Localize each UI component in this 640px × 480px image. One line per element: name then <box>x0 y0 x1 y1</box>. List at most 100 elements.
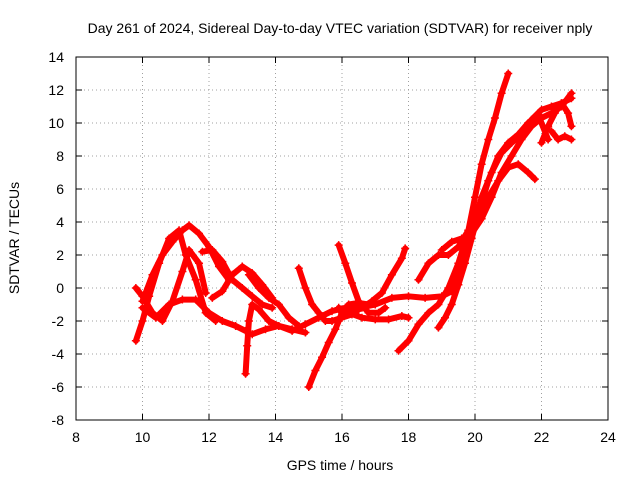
data-point-marker <box>347 279 356 288</box>
data-point-marker <box>258 300 267 309</box>
data-point-marker <box>274 300 283 309</box>
data-point-marker <box>457 259 466 268</box>
y-tick-label: 12 <box>48 82 64 98</box>
data-point-marker <box>231 321 240 330</box>
y-tick-label: 4 <box>56 214 64 230</box>
data-point-marker <box>241 369 250 378</box>
data-point-marker <box>248 300 257 309</box>
data-point-marker <box>530 175 539 184</box>
data-point-marker <box>544 122 553 131</box>
data-point-marker <box>314 308 323 317</box>
data-point-marker <box>524 168 533 177</box>
data-point-marker <box>477 160 486 169</box>
data-point-marker <box>467 229 476 238</box>
data-point-marker <box>567 89 576 98</box>
data-point-marker <box>218 317 227 325</box>
data-point-marker <box>404 336 413 345</box>
series-track-19 <box>448 95 575 291</box>
data-point-marker <box>517 135 526 144</box>
data-point-marker <box>504 69 513 78</box>
y-tick-label: -4 <box>52 346 65 362</box>
y-tick-label: 2 <box>56 247 64 263</box>
data-point-marker <box>191 295 200 304</box>
data-point-marker <box>434 251 443 259</box>
data-point-marker <box>564 109 573 118</box>
data-point-marker <box>381 303 390 312</box>
data-point-marker <box>185 221 194 230</box>
data-point-marker <box>138 317 147 325</box>
data-point-marker <box>274 321 283 330</box>
data-point-marker <box>357 313 366 322</box>
data-point-marker <box>294 321 303 330</box>
data-point-marker <box>198 247 207 256</box>
data-point-marker <box>434 323 443 332</box>
data-point-marker <box>168 237 177 246</box>
data-point-marker <box>191 275 200 284</box>
data-point-marker <box>414 275 423 284</box>
data-point-marker <box>243 341 252 350</box>
data-point-marker <box>557 99 566 108</box>
data-point-marker <box>537 114 546 123</box>
data-point-marker <box>328 317 337 325</box>
data-point-marker <box>347 308 356 317</box>
data-point-marker <box>421 293 430 302</box>
data-point-marker <box>334 241 343 250</box>
data-point-marker <box>457 234 466 243</box>
x-tick-label: 10 <box>135 429 151 445</box>
data-point-marker <box>384 315 393 324</box>
data-point-marker <box>301 320 310 329</box>
data-point-marker <box>507 152 516 160</box>
y-tick-label: 0 <box>56 280 64 296</box>
data-point-marker <box>294 264 303 273</box>
series-track-5 <box>199 247 276 311</box>
x-tick-label: 24 <box>600 429 616 445</box>
y-tick-label: 8 <box>56 148 64 164</box>
data-point-marker <box>201 288 210 297</box>
data-point-marker <box>490 114 499 123</box>
data-point-marker <box>158 317 167 325</box>
data-point-marker <box>487 168 496 177</box>
data-point-marker <box>497 89 506 98</box>
data-point-marker <box>288 326 297 335</box>
x-axis-label: GPS time / hours <box>287 457 394 473</box>
data-point-marker <box>477 193 486 202</box>
data-point-marker <box>527 122 536 131</box>
series-track-4 <box>139 296 249 334</box>
data-point-marker <box>158 251 167 259</box>
data-point-marker <box>131 284 140 292</box>
data-point-marker <box>301 328 310 337</box>
series-layer <box>131 69 576 391</box>
data-point-marker <box>447 284 456 292</box>
y-tick-label: 14 <box>48 49 64 65</box>
data-point-marker <box>487 193 496 202</box>
data-point-marker <box>567 122 576 131</box>
data-point-marker <box>218 287 227 296</box>
data-point-marker <box>437 246 446 255</box>
data-point-marker <box>424 259 433 268</box>
y-tick-label: -2 <box>52 313 65 329</box>
data-point-marker <box>364 308 373 317</box>
data-point-marker <box>264 293 273 302</box>
data-point-marker <box>377 288 386 297</box>
data-point-marker <box>537 138 546 147</box>
series-track-20 <box>438 90 575 253</box>
x-tick-label: 8 <box>72 429 80 445</box>
series-track-22 <box>548 128 575 143</box>
data-point-marker <box>284 313 293 322</box>
data-point-marker <box>441 313 450 322</box>
data-point-marker <box>181 251 190 259</box>
data-point-marker <box>195 259 204 268</box>
data-point-marker <box>324 338 333 347</box>
data-point-marker <box>341 259 350 268</box>
data-point-marker <box>131 336 140 345</box>
y-axis-label: SDTVAR / TECUs <box>6 182 22 294</box>
data-point-marker <box>311 366 320 375</box>
series-track-9 <box>245 271 302 329</box>
x-tick-labels: 8 10 12 14 16 18 20 22 24 <box>72 429 616 445</box>
data-point-marker <box>151 313 160 322</box>
data-point-marker <box>404 292 413 301</box>
data-point-marker <box>238 262 247 271</box>
data-point-marker <box>560 132 569 141</box>
data-point-marker <box>497 148 506 157</box>
data-point-marker <box>254 305 263 314</box>
